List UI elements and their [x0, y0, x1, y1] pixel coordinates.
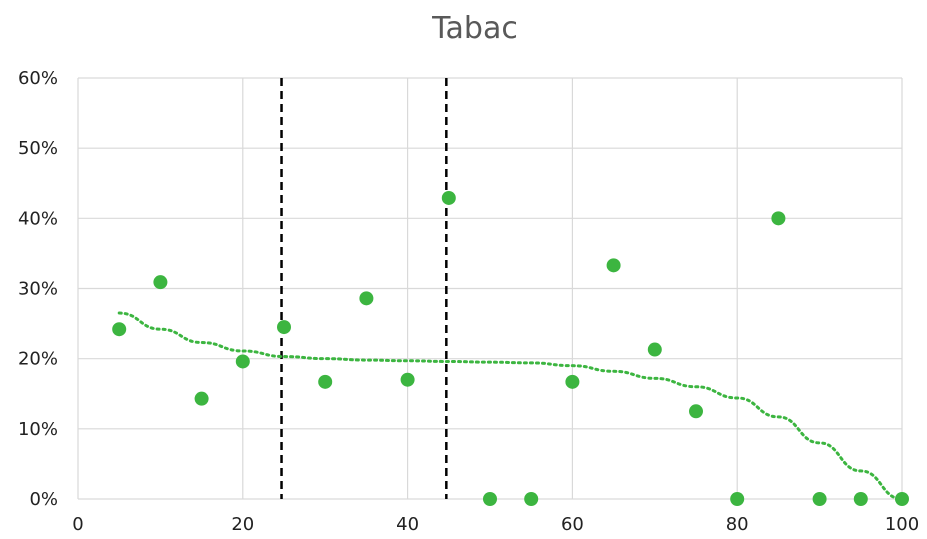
y-tick-label: 20% — [18, 349, 58, 370]
y-tick-label: 30% — [18, 279, 58, 300]
data-point — [812, 492, 827, 506]
data-point — [112, 322, 127, 337]
y-tick-label: 0% — [29, 489, 58, 510]
x-tick-label: 20 — [231, 514, 254, 535]
data-point — [853, 492, 868, 506]
x-tick-label: 80 — [726, 514, 749, 535]
data-point — [606, 258, 621, 273]
data-point — [194, 391, 209, 406]
x-tick-label: 60 — [561, 514, 584, 535]
data-point — [771, 211, 786, 226]
data-point — [235, 354, 250, 369]
trendline — [117, 311, 904, 501]
x-tick-label: 100 — [885, 514, 919, 535]
data-point — [689, 404, 703, 419]
chart-title: Tabac — [431, 11, 518, 46]
data-point — [400, 372, 415, 387]
x-tick-label: 40 — [396, 514, 419, 535]
y-tick-label: 10% — [18, 419, 58, 440]
data-point — [895, 492, 909, 506]
y-tick-label: 40% — [18, 208, 58, 229]
data-point — [483, 492, 497, 506]
data-point — [318, 374, 333, 389]
data-point — [647, 342, 662, 357]
x-tick-label: 0 — [72, 514, 83, 535]
data-point — [277, 320, 291, 335]
trendline-path — [117, 311, 904, 501]
data-point — [524, 492, 539, 506]
x-axis-ticks: 0 20 40 60 80 100 — [72, 514, 919, 535]
reference-lines — [280, 78, 448, 499]
data-point — [730, 492, 745, 506]
data-point — [359, 291, 374, 306]
data-points — [112, 190, 909, 506]
data-point — [441, 190, 456, 205]
y-axis-ticks: 0% 10% 20% 30% 40% 50% 60% — [18, 68, 58, 510]
gridlines — [77, 77, 903, 500]
y-tick-label: 50% — [18, 138, 58, 159]
data-point — [565, 374, 580, 389]
y-tick-label: 60% — [18, 68, 58, 89]
data-point — [153, 275, 168, 290]
